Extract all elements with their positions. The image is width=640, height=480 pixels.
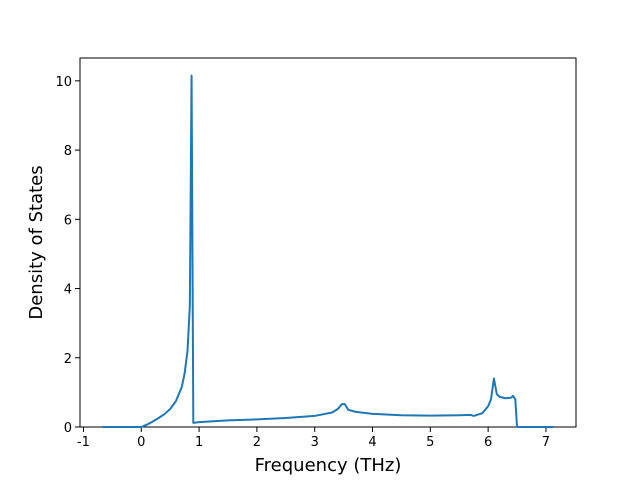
x-tick-label: 4 xyxy=(368,435,376,450)
data-line xyxy=(102,74,554,428)
y-tick-label: 6 xyxy=(64,213,72,228)
x-tick-label: 6 xyxy=(484,435,492,450)
x-tick-label: 2 xyxy=(253,435,261,450)
x-tick-label: -1 xyxy=(77,435,90,450)
axes-frame xyxy=(79,57,577,428)
x-tick-label: 7 xyxy=(542,435,550,450)
x-tick-label: 0 xyxy=(137,435,145,450)
y-axis-label: Density of States xyxy=(26,165,47,319)
y-tick-label: 0 xyxy=(64,421,72,436)
y-tick-label: 2 xyxy=(64,352,72,367)
x-tick-label: 5 xyxy=(426,435,434,450)
y-tick-label: 4 xyxy=(64,283,72,298)
y-tick-label: 10 xyxy=(55,75,72,90)
y-tick-label: 8 xyxy=(64,144,72,159)
x-tick-label: 1 xyxy=(195,435,203,450)
x-axis-label: Frequency (THz) xyxy=(255,455,402,476)
x-tick-label: 3 xyxy=(311,435,319,450)
